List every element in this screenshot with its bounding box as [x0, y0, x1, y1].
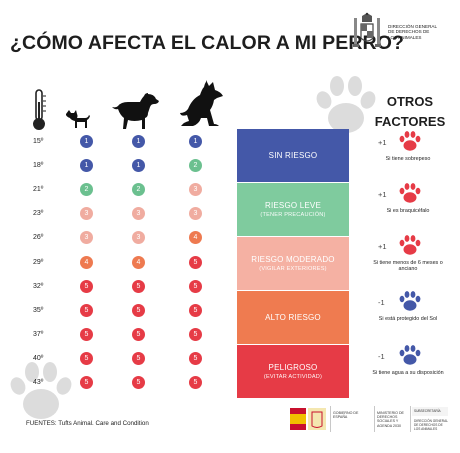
factor-item: -1 Si está protegido del Sol	[368, 290, 448, 334]
risk-band-sublabel: (EVITAR ACTIVIDAD)	[263, 374, 323, 380]
risk-band-label: RIESGO LEVE	[265, 201, 321, 210]
direccion-label: DIRECCIÓN GENERAL DE DERECHOS DE LOS ANI…	[414, 419, 448, 431]
risk-level-dot-small: 1	[80, 135, 93, 148]
risk-band: ALTO RIESGO	[237, 291, 349, 344]
risk-level-dot-medium: 2	[132, 183, 145, 197]
risk-level-dot-large: 3	[189, 207, 202, 221]
risk-level-dot-small: 5	[80, 376, 93, 389]
factor-caption: Si es braquicéfalo	[386, 208, 430, 214]
medium-dog-icon	[112, 93, 159, 129]
grey-paw-decoration-icon	[316, 76, 376, 133]
risk-band-label: SIN RIESGO	[268, 151, 318, 160]
factor-caption: Si tiene menos de 6 meses o anciano	[373, 260, 443, 273]
factor-caption: Si está protegido del Sol	[378, 316, 438, 322]
factor-value: -1	[378, 298, 385, 307]
risk-level-dot-medium: 5	[132, 327, 145, 341]
paw-icon	[399, 345, 421, 365]
factor-item: +1 Si tiene sobrepeso	[368, 130, 448, 174]
risk-level-dot-small: 1	[80, 159, 93, 173]
risk-level-dot-medium: 5	[132, 303, 145, 317]
risk-level-dot-large: 2	[189, 159, 202, 173]
ministry-label: DIRECCIÓN GENERAL DE DERECHOS DE LOS ANI…	[388, 24, 454, 40]
risk-band: SIN RIESGO	[237, 129, 349, 182]
risk-band-label: RIESGO MODERADO	[251, 255, 335, 264]
paw-icon	[399, 131, 421, 151]
sources-text: FUENTES: Tufts Animal. Care and Conditio…	[26, 420, 149, 427]
risk-level-dot-large: 4	[189, 231, 202, 245]
factor-caption: Si tiene sobrepeso	[385, 156, 431, 162]
risk-level-dot-small: 5	[80, 279, 93, 293]
risk-band: RIESGO MODERADO (VIGILAR EXTERIORES)	[237, 237, 349, 290]
factor-value: +1	[378, 242, 387, 251]
risk-band-label: ALTO RIESGO	[265, 313, 321, 322]
temperature-label: 35º	[33, 306, 44, 314]
risk-level-dot-small: 3	[80, 207, 93, 221]
government-logo: GOBIERNO DE ESPAÑA MINISTERIO DE DERECHO…	[286, 404, 452, 434]
small-dog-icon	[66, 110, 90, 128]
otros-factores-title: OTROS FACTORES	[370, 92, 450, 132]
risk-level-dot-large: 5	[189, 303, 202, 317]
thermometer-icon	[33, 89, 46, 130]
gobierno-label: GOBIERNO DE ESPAÑA	[333, 411, 359, 420]
risk-level-dot-small: 2	[80, 183, 93, 197]
risk-level-dot-small: 3	[80, 231, 93, 245]
risk-level-dot-large: 1	[189, 135, 202, 148]
temperature-label: 32º	[33, 282, 44, 290]
temperature-label: 40º	[33, 354, 44, 362]
risk-level-dot-medium: 1	[132, 135, 145, 148]
temperature-label: 15º	[33, 138, 44, 145]
risk-level-dot-large: 3	[189, 183, 202, 197]
otros-factores-line-2: FACTORES	[374, 114, 446, 129]
risk-level-dot-small: 5	[80, 351, 93, 365]
ministry-line-1: DIRECCIÓN GENERAL	[388, 24, 438, 29]
risk-level-dot-large: 5	[189, 255, 202, 269]
temperature-label: 21º	[33, 186, 44, 194]
temperature-label: 23º	[33, 210, 44, 218]
risk-band-sublabel: (TENER PRECAUCIÓN)	[260, 212, 326, 218]
grey-paw-decoration-icon	[10, 362, 72, 419]
subsecretaria-label: SUBSECRETARÍA	[414, 409, 441, 413]
factor-item: +1 Si tiene menos de 6 meses o anciano	[368, 234, 448, 278]
risk-level-dot-medium: 3	[132, 231, 145, 245]
temperature-label: 43º	[33, 379, 44, 386]
paw-icon	[399, 235, 421, 255]
factor-value: +1	[378, 138, 387, 147]
risk-level-dot-large: 5	[189, 279, 202, 293]
large-dog-icon	[180, 80, 223, 126]
factor-item: -1 Si tiene agua a su disposición	[368, 344, 448, 388]
risk-level-dot-medium: 5	[132, 351, 145, 365]
temperature-label: 37º	[33, 330, 44, 338]
risk-level-dot-medium: 5	[132, 376, 145, 389]
factor-value: +1	[378, 190, 387, 199]
risk-level-dot-large: 5	[189, 351, 202, 365]
government-logo-graphic	[286, 404, 452, 434]
risk-band: RIESGO LEVE (TENER PRECAUCIÓN)	[237, 183, 349, 236]
risk-level-dot-large: 5	[189, 327, 202, 341]
risk-level-dot-small: 4	[80, 255, 93, 269]
risk-level-dot-medium: 5	[132, 279, 145, 293]
spain-coat-of-arms-icon	[353, 12, 381, 47]
paw-icon	[399, 183, 421, 203]
paw-icon	[399, 291, 421, 311]
risk-level-dot-medium: 3	[132, 207, 145, 221]
risk-level-dot-small: 5	[80, 327, 93, 341]
risk-band-label: PELIGROSO	[268, 363, 318, 372]
risk-level-dot-medium: 4	[132, 255, 145, 269]
temperature-label: 29º	[33, 258, 44, 266]
risk-level-dot-small: 5	[80, 303, 93, 317]
ministerio-label: MINISTERIO DE DERECHOS SOCIALES Y AGENDA…	[377, 411, 404, 428]
risk-level-dot-medium: 1	[132, 159, 145, 173]
risk-level-dot-large: 5	[189, 376, 202, 389]
temperature-label: 26º	[33, 234, 44, 242]
temperature-label: 18º	[33, 162, 44, 170]
otros-factores-line-1: OTROS	[386, 94, 434, 109]
page-title: ¿CÓMO AFECTA EL CALOR A MI PERRO?	[10, 32, 405, 54]
ministry-line-3: LOS ANIMALES	[388, 34, 422, 40]
risk-band-sublabel: (VIGILAR EXTERIORES)	[259, 266, 327, 272]
ministry-line-2: DE DERECHOS DE	[388, 29, 430, 35]
factor-item: +1 Si es braquicéfalo	[368, 182, 448, 226]
factor-value: -1	[378, 352, 385, 361]
risk-band: PELIGROSO (EVITAR ACTIVIDAD)	[237, 345, 349, 398]
factor-caption: Si tiene agua a su disposición	[372, 370, 444, 376]
